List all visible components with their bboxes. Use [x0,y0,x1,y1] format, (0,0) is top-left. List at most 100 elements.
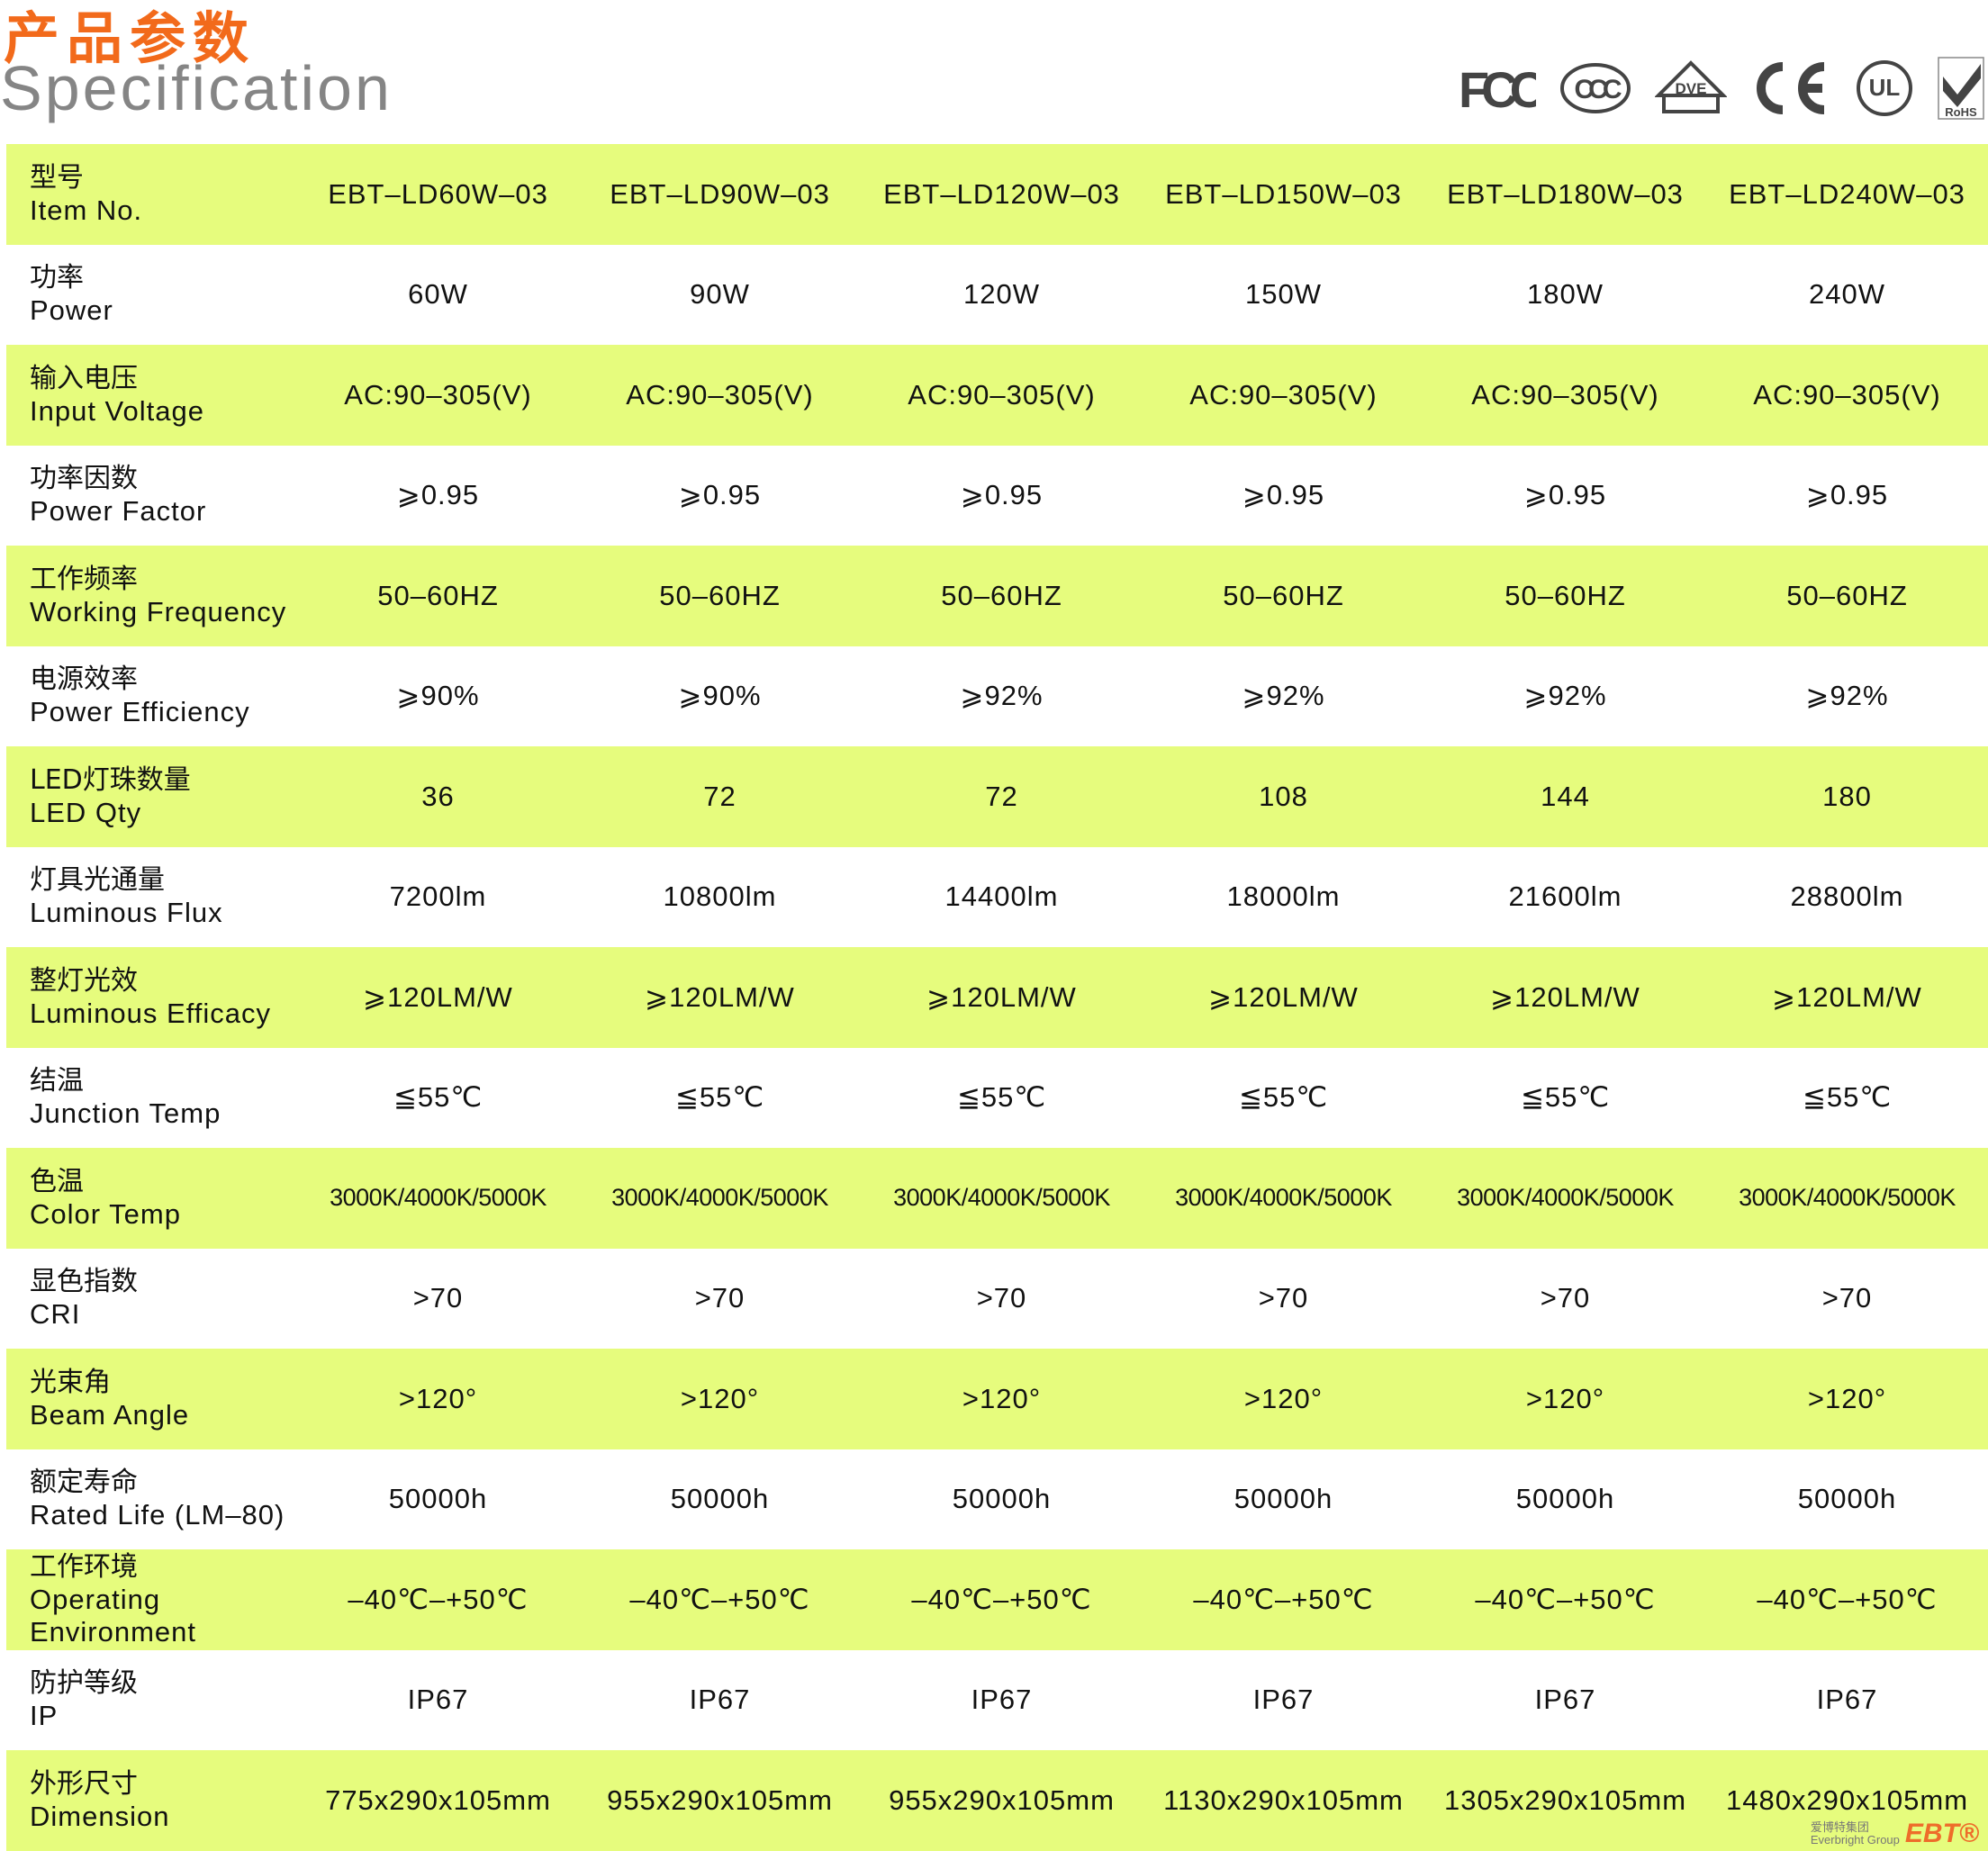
table-row: 色温 Color Temp 3000K/4000K/5000K 3000K/4000… [6,1148,1988,1249]
table-cell: ≦55℃ [1520,1081,1611,1114]
table-cell: IP67 [1534,1684,1596,1716]
row-label-cn: 防护等级 [30,1667,138,1700]
table-cell: 72 [703,780,736,812]
table-cell: 50–60HZ [377,579,499,611]
table-cell: 955x290x105mm [889,1783,1115,1816]
table-cell: 955x290x105mm [607,1783,833,1816]
table-cell: ⩾0.95 [1242,479,1325,511]
table-cell: 10800lm [663,880,777,913]
table-cell: 3000K/4000K/5000K [611,1184,828,1212]
row-label: 型号 Item No. [6,162,297,227]
dve-logo-text: DVE [1676,80,1707,97]
fcc-icon: FCC [1460,61,1536,115]
table-cell: 3000K/4000K/5000K [1175,1184,1392,1212]
row-label: 功率因数 Power Factor [6,463,297,528]
table-cell: 240W [1809,278,1885,311]
fcc-logo-text: FCC [1460,61,1536,115]
row-label-cn: 整灯光效 [30,964,138,997]
table-cell: 50–60HZ [1505,579,1626,611]
title-english: Specification [0,53,393,123]
row-label: LED灯珠数量 LED Qty [6,764,297,829]
table-cell: >70 [694,1282,746,1314]
table-cell: 3000K/4000K/5000K [330,1184,547,1212]
table-cell: ⩾120LM/W [926,980,1077,1013]
row-label-cn: 功率因数 [30,463,138,495]
row-label-cn: 型号 [30,161,84,194]
table-row: 型号 Item No. EBT–LD60W–03 EBT–LD90W–03 EBT–L… [6,144,1988,245]
row-label-cn: LED灯珠数量 [30,763,191,796]
certification-logos: FCC CCC DVE UL RoHS [1460,56,1984,121]
table-cell: 50000h [1233,1483,1333,1515]
ul-logo-text: UL [1869,74,1901,101]
rohs-logo-text: RoHS [1945,105,1977,119]
row-label: 电源效率 Power Efficiency [6,664,297,728]
table-cell: 1305x290x105mm [1443,1783,1687,1816]
row-label: 外形尺寸 Dimension [6,1768,297,1833]
table-cell: 50000h [388,1483,488,1515]
table-cell: 72 [985,780,1018,812]
table-cell: >70 [1258,1282,1309,1314]
row-label-en: IP [30,1700,59,1732]
table-cell: 50–60HZ [659,579,781,611]
table-cell: ⩾120LM/W [1208,980,1359,1013]
row-label-cn: 外形尺寸 [30,1767,138,1800]
table-cell: ≦55℃ [674,1081,765,1114]
table-row: LED灯珠数量 LED Qty 36 72 72 108 144 180 [6,746,1988,847]
row-label-en: Input Voltage [30,394,204,427]
table-cell: –40℃–+50℃ [911,1583,1092,1615]
row-label-en: Operating Environment [30,1583,197,1648]
table-cell: ⩾0.95 [960,479,1044,511]
row-label-en: Working Frequency [30,595,287,628]
table-cell: >70 [1540,1282,1591,1314]
table-cell: 775x290x105mm [325,1783,551,1816]
table-row: 电源效率 Power Efficiency ⩾90% ⩾90% ⩾92% ⩾92% ⩾92… [6,646,1988,747]
row-label-cn: 显色指数 [30,1266,138,1298]
table-cell: ≦55℃ [1802,1081,1893,1114]
table-cell: ⩾120LM/W [1772,980,1922,1013]
table-cell: AC:90–305(V) [908,378,1096,411]
table-cell: >120° [398,1382,478,1414]
table-cell: ⩾0.95 [1523,479,1607,511]
table-row: 显色指数 CRI >70 >70 >70 >70 >70 >70 [6,1249,1988,1350]
table-cell: EBT–LD180W–03 [1447,177,1684,210]
ccc-icon: CCC [1559,61,1631,115]
table-cell: ⩾90% [396,680,480,712]
brand-name-cn: 爱博特集团 [1810,1820,1869,1834]
table-cell: 50–60HZ [941,579,1062,611]
table-cell: ⩾0.95 [678,479,762,511]
row-label: 整灯光效 Luminous Efficacy [6,965,297,1030]
row-label-en: CRI [30,1298,81,1331]
table-cell: 90W [690,278,750,311]
table-row: 整灯光效 Luminous Efficacy ⩾120LM/W ⩾120LM/W ⩾1… [6,947,1988,1048]
table-row: 工作频率 Working Frequency 50–60HZ 50–60HZ 50–6… [6,546,1988,646]
table-cell: 180W [1527,278,1604,311]
table-cell: IP67 [1816,1684,1878,1716]
row-label-en: Color Temp [30,1197,181,1230]
table-row: 功率 Power 60W 90W 120W 150W 180W 240W [6,245,1988,346]
row-label: 色温 Color Temp [6,1166,297,1231]
table-cell: 21600lm [1508,880,1622,913]
table-cell: 150W [1245,278,1322,311]
table-cell: 3000K/4000K/5000K [1457,1184,1674,1212]
row-label-cn: 灯具光通量 [30,864,165,897]
table-cell: 7200lm [389,880,487,913]
ebt-logo: EBT® [1904,1819,1979,1848]
table-cell: 50–60HZ [1223,579,1344,611]
table-cell: ⩾120LM/W [363,980,513,1013]
table-cell: >120° [1525,1382,1605,1414]
table-cell: –40℃–+50℃ [629,1583,810,1615]
table-cell: 50000h [1515,1483,1615,1515]
row-label: 灯具光通量 Luminous Flux [6,864,297,929]
row-label: 功率 Power [6,262,297,327]
table-cell: ⩾92% [960,680,1044,712]
row-label-en: Luminous Efficacy [30,997,271,1029]
specification-table: 型号 Item No. EBT–LD60W–03 EBT–LD90W–03 EBT–L… [6,144,1988,1851]
table-cell: IP67 [407,1684,469,1716]
row-label: 结温 Junction Temp [6,1065,297,1130]
title-chinese: 产品参数 [4,5,257,71]
table-cell: 180 [1822,780,1872,812]
table-cell: AC:90–305(V) [1471,378,1659,411]
ce-icon [1750,61,1831,115]
row-label-en: Beam Angle [30,1398,190,1431]
table-cell: >120° [962,1382,1042,1414]
